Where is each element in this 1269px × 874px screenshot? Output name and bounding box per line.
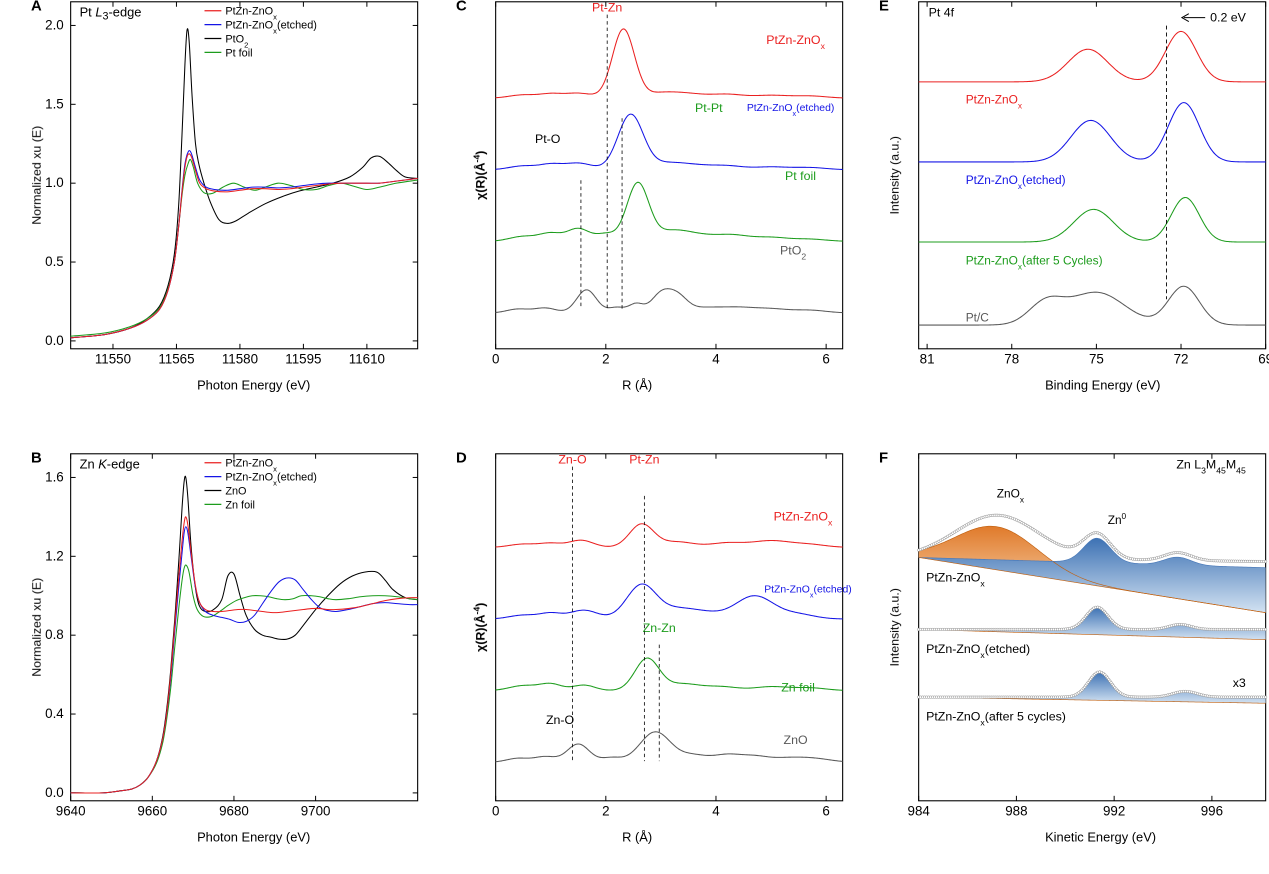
svg-text:0: 0 [492,803,499,818]
svg-text:11550: 11550 [95,352,131,367]
svg-text:PtZn-ZnOx(etched): PtZn-ZnOx(etched) [226,471,318,487]
svg-text:75: 75 [1089,352,1104,367]
svg-text:11610: 11610 [349,352,385,367]
svg-text:11595: 11595 [286,352,322,367]
svg-text:9700: 9700 [301,803,331,818]
svg-text:11580: 11580 [222,352,258,367]
svg-text:Intensity (a.u.): Intensity (a.u.) [888,136,902,214]
svg-text:69: 69 [1259,352,1269,367]
svg-text:78: 78 [1005,352,1020,367]
svg-text:PtZn-ZnOx: PtZn-ZnOx [226,457,278,473]
svg-text:4: 4 [713,803,721,818]
svg-text:9680: 9680 [219,803,249,818]
svg-text:72: 72 [1174,352,1189,367]
svg-text:996: 996 [1201,803,1223,818]
svg-text:6: 6 [823,352,830,367]
svg-text:0: 0 [492,352,499,367]
svg-text:Pt foil: Pt foil [226,48,253,60]
svg-text:992: 992 [1103,803,1125,818]
svg-text:Intensity (a.u.): Intensity (a.u.) [888,588,902,666]
svg-text:Normalized xu (E): Normalized xu (E) [30,577,44,676]
svg-text:χ(R)(Å-4): χ(R)(Å-4) [472,151,488,200]
svg-text:4: 4 [713,352,721,367]
svg-text:988: 988 [1006,803,1028,818]
svg-text:81: 81 [920,352,935,367]
svg-text:ZnO: ZnO [226,485,247,497]
svg-text:984: 984 [908,803,931,818]
svg-text:Normalized xu (E): Normalized xu (E) [30,126,44,225]
svg-text:χ(R)(Å-4): χ(R)(Å-4) [472,602,488,651]
svg-text:2: 2 [602,803,609,818]
svg-text:9660: 9660 [138,803,168,818]
svg-text:Zn foil: Zn foil [226,499,256,511]
svg-text:9640: 9640 [56,803,86,818]
svg-text:6: 6 [823,803,830,818]
svg-text:2: 2 [602,352,609,367]
svg-text:11565: 11565 [159,352,195,367]
